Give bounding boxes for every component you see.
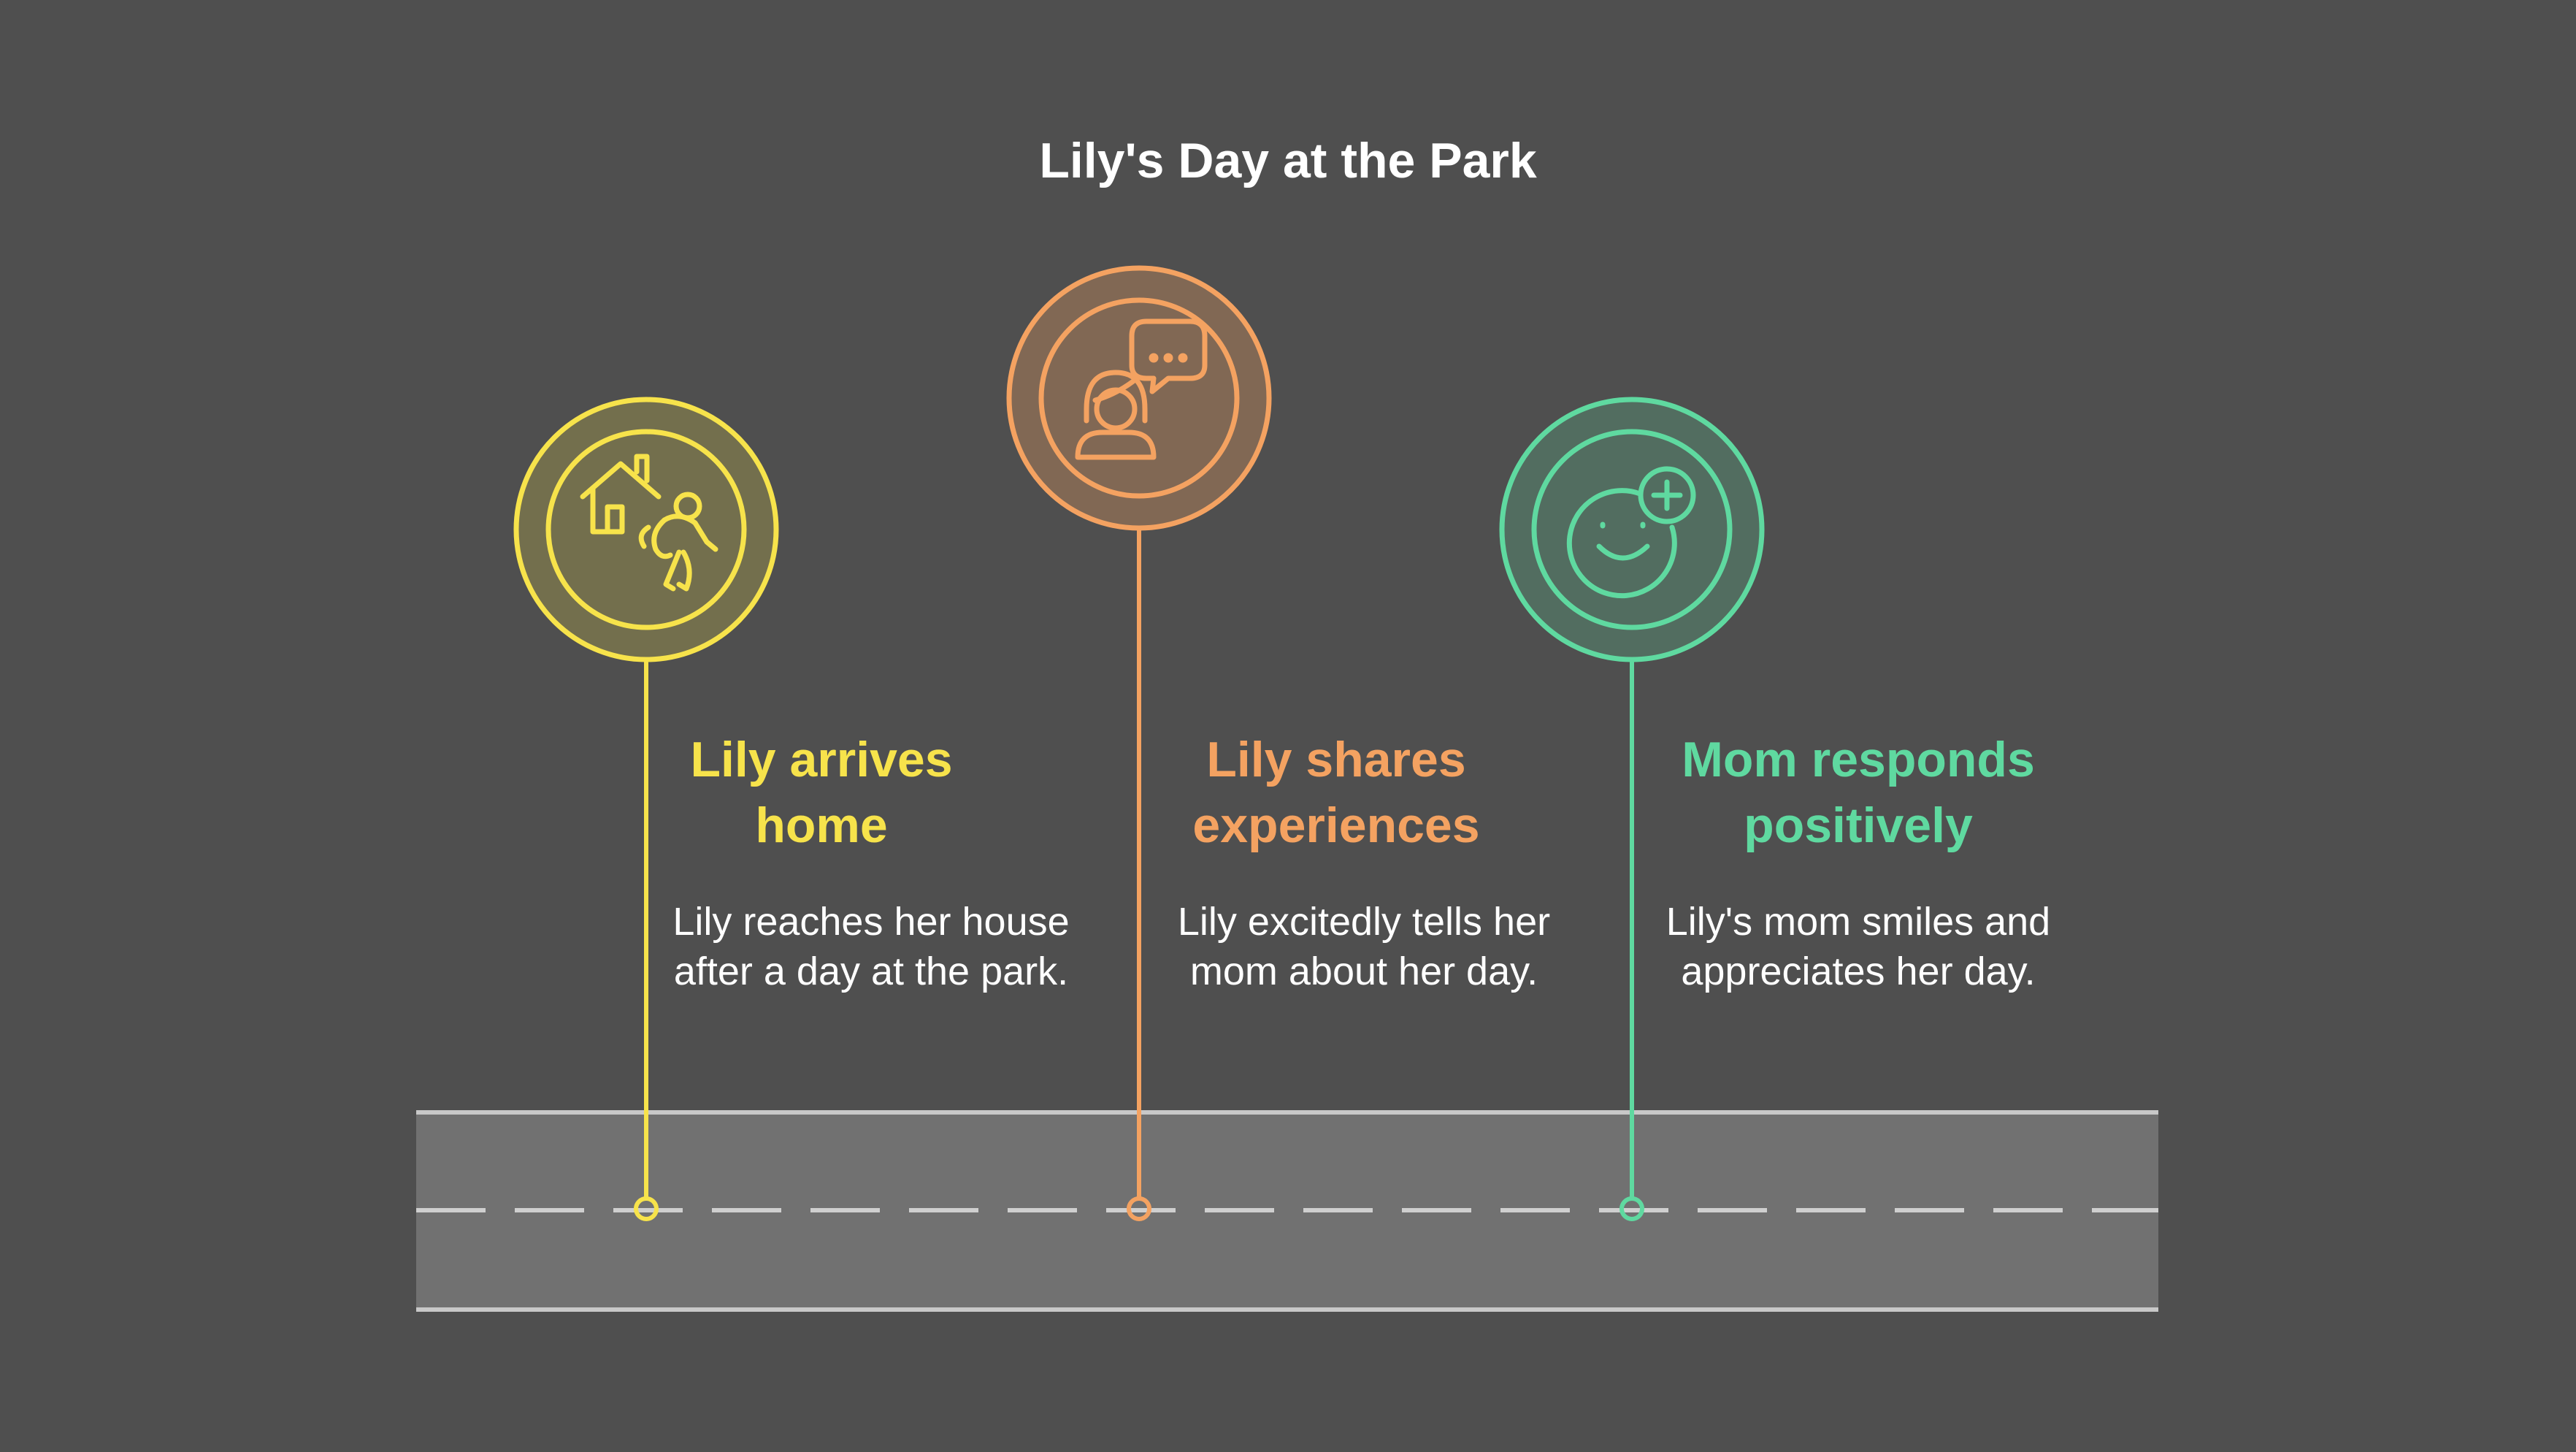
step-1-inner-ring <box>545 429 747 630</box>
step-2-description: Lily excitedly tells her mom about her d… <box>1177 900 1551 993</box>
step-2-outer-ring <box>1006 265 1272 531</box>
step-3-road-dot <box>1619 1196 1644 1221</box>
step-1-description: Lily reaches her house after a day at th… <box>672 900 1070 993</box>
step-1-marker <box>513 397 779 1221</box>
step-3-description: Lily's mom smiles and appreciates her da… <box>1665 900 2051 993</box>
step-1-heading-line2: home <box>755 798 888 853</box>
step-2-heading-line1: Lily shares <box>1206 732 1466 787</box>
step-3-heading-line2: positively <box>1744 798 1973 853</box>
step-2-heading-line2: experiences <box>1192 798 1480 853</box>
step-1-heading-line1: Lily arrives <box>690 732 953 787</box>
step-2-road-dot <box>1127 1196 1151 1221</box>
step-3-heading-line1: Mom responds <box>1682 732 2035 787</box>
step-3-outer-ring <box>1499 397 1765 662</box>
step-1-road-dot <box>634 1196 659 1221</box>
step-3-inner-ring <box>1531 429 1733 630</box>
diagram-title: Lily's Day at the Park <box>1039 133 1537 188</box>
step-3-marker <box>1499 397 1765 1221</box>
house-child-running-icon <box>580 454 718 592</box>
step-1-heading: Lily arrives home <box>602 727 1040 858</box>
smiley-plus-icon <box>1566 466 1696 599</box>
step-2-marker <box>1006 265 1272 1221</box>
woman-speech-bubble-icon <box>1075 318 1208 460</box>
step-2-inner-ring <box>1038 297 1240 499</box>
road <box>416 1112 2158 1310</box>
step-2-heading: Lily shares experiences <box>1117 727 1555 858</box>
step-3-heading: Mom responds positively <box>1639 727 2077 858</box>
